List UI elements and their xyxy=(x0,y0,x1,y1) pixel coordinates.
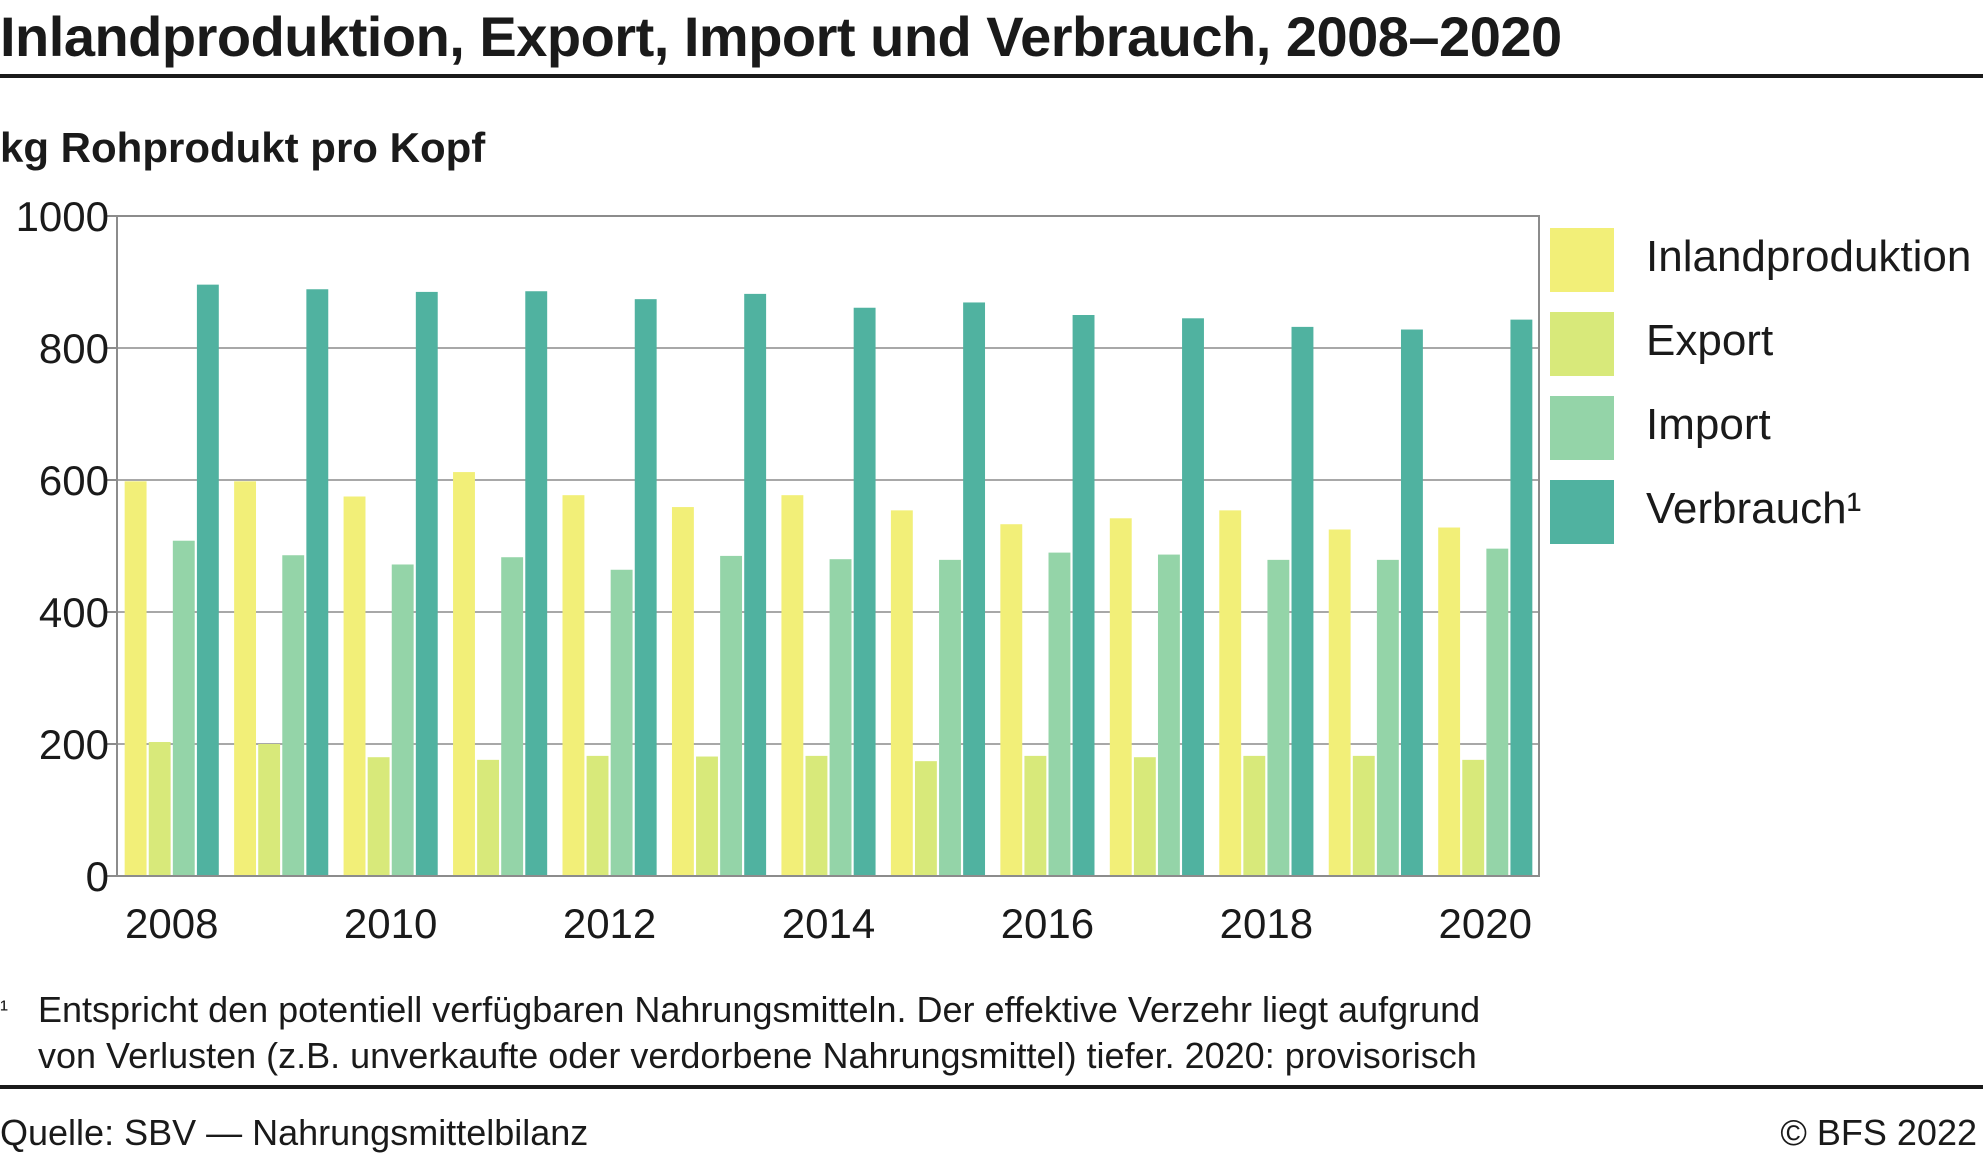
bar-inlandproduktion-2019 xyxy=(1328,529,1351,876)
y-tick-label-600: 600 xyxy=(39,457,109,504)
bar-export-2020 xyxy=(1462,759,1485,876)
source-note: Quelle: SBV — Nahrungsmittelbilanz xyxy=(0,1112,589,1153)
y-tick-label-1000: 1000 xyxy=(16,193,109,240)
bar-verbrauch-2015 xyxy=(963,302,986,877)
bar-inlandproduktion-2013 xyxy=(671,507,694,876)
bar-inlandproduktion-2009 xyxy=(234,481,257,876)
y-tick-label-800: 800 xyxy=(39,325,109,372)
bar-inlandproduktion-2010 xyxy=(343,496,366,876)
legend-label-verbrauch: Verbrauch¹ xyxy=(1646,484,1862,533)
bar-import-2013 xyxy=(720,555,743,876)
bar-verbrauch-2012 xyxy=(634,299,657,876)
bar-import-2010 xyxy=(391,564,414,876)
footnote-marker: ¹ xyxy=(0,996,8,1023)
bar-verbrauch-2013 xyxy=(744,293,767,876)
bar-import-2008 xyxy=(172,540,195,876)
legend-label-export: Export xyxy=(1646,316,1774,365)
y-tick-label-400: 400 xyxy=(39,589,109,636)
bar-export-2015 xyxy=(914,761,937,876)
footnote-line-2: von Verlusten (z.B. unverkaufte oder ver… xyxy=(38,1035,1477,1076)
bar-import-2009 xyxy=(282,555,305,876)
x-tick-label-2014: 2014 xyxy=(782,900,875,947)
footnote-line-1: Entspricht den potentiell verfügbaren Na… xyxy=(38,989,1481,1030)
legend-swatch-export xyxy=(1550,312,1614,376)
bar-verbrauch-2010 xyxy=(415,291,438,876)
x-tick-label-2016: 2016 xyxy=(1001,900,1094,947)
bar-import-2017 xyxy=(1157,554,1180,876)
legend-swatch-import xyxy=(1550,396,1614,460)
bar-inlandproduktion-2011 xyxy=(453,472,475,876)
copyright-note: © BFS 2022 xyxy=(1780,1112,1977,1153)
y-axis-ticks: 0 200 400 600 800 1000 xyxy=(16,193,117,900)
bar-verbrauch-2018 xyxy=(1291,326,1314,876)
legend-label-inlandproduktion: Inlandproduktion xyxy=(1646,232,1972,281)
bar-export-2014 xyxy=(805,755,828,876)
bar-export-2012 xyxy=(586,755,609,876)
bar-inlandproduktion-2020 xyxy=(1438,527,1461,876)
bar-import-2012 xyxy=(610,569,633,876)
bar-import-2020 xyxy=(1486,548,1509,876)
x-tick-label-2010: 2010 xyxy=(344,900,437,947)
bar-verbrauch-2009 xyxy=(306,289,329,876)
bar-export-2009 xyxy=(258,744,281,876)
bar-inlandproduktion-2016 xyxy=(1000,524,1023,876)
bar-export-2018 xyxy=(1243,755,1266,876)
bar-export-2016 xyxy=(1024,755,1047,876)
bar-inlandproduktion-2012 xyxy=(562,495,585,876)
grid-lines xyxy=(117,215,1540,877)
footer-divider xyxy=(0,1085,1983,1089)
bar-import-2015 xyxy=(939,559,961,876)
bar-import-2016 xyxy=(1048,552,1071,876)
bar-verbrauch-2020 xyxy=(1510,319,1533,876)
bar-export-2008 xyxy=(148,742,171,876)
bar-export-2011 xyxy=(477,759,500,876)
x-tick-label-2008: 2008 xyxy=(125,900,218,947)
bar-inlandproduktion-2018 xyxy=(1219,510,1242,876)
bar-export-2013 xyxy=(696,756,718,876)
bar-verbrauch-2014 xyxy=(853,307,876,876)
bar-inlandproduktion-2014 xyxy=(781,495,804,876)
title-divider xyxy=(0,74,1983,78)
unit-label: kg Rohprodukt pro Kopf xyxy=(0,124,486,171)
bar-verbrauch-2008 xyxy=(196,284,219,876)
bar-verbrauch-2019 xyxy=(1400,329,1423,876)
bar-import-2018 xyxy=(1267,559,1290,876)
x-tick-label-2018: 2018 xyxy=(1220,900,1313,947)
bar-import-2019 xyxy=(1376,559,1399,876)
bars xyxy=(124,284,1533,877)
bar-inlandproduktion-2017 xyxy=(1109,518,1132,876)
legend-swatch-verbrauch xyxy=(1550,480,1614,544)
bar-export-2017 xyxy=(1133,757,1156,876)
bar-import-2014 xyxy=(829,559,852,876)
bar-verbrauch-2017 xyxy=(1182,318,1204,876)
x-tick-label-2020: 2020 xyxy=(1439,900,1532,947)
legend-label-import: Import xyxy=(1646,400,1771,449)
x-tick-label-2012: 2012 xyxy=(563,900,656,947)
y-tick-label-0: 0 xyxy=(86,853,109,900)
legend-swatch-inlandproduktion xyxy=(1550,228,1614,292)
bar-inlandproduktion-2008 xyxy=(124,481,147,876)
bar-inlandproduktion-2015 xyxy=(890,510,913,876)
x-axis-ticks: 2008 2010 2012 2014 2016 2018 2020 xyxy=(125,900,1532,947)
y-tick-label-200: 200 xyxy=(39,721,109,768)
bar-export-2019 xyxy=(1352,755,1375,876)
bar-verbrauch-2011 xyxy=(525,291,548,876)
bar-import-2011 xyxy=(501,557,524,876)
chart-title: Inlandproduktion, Export, Import und Ver… xyxy=(0,5,1562,68)
plot-frame xyxy=(116,215,1540,877)
bar-verbrauch-2016 xyxy=(1072,315,1095,876)
bar-export-2010 xyxy=(367,757,390,876)
